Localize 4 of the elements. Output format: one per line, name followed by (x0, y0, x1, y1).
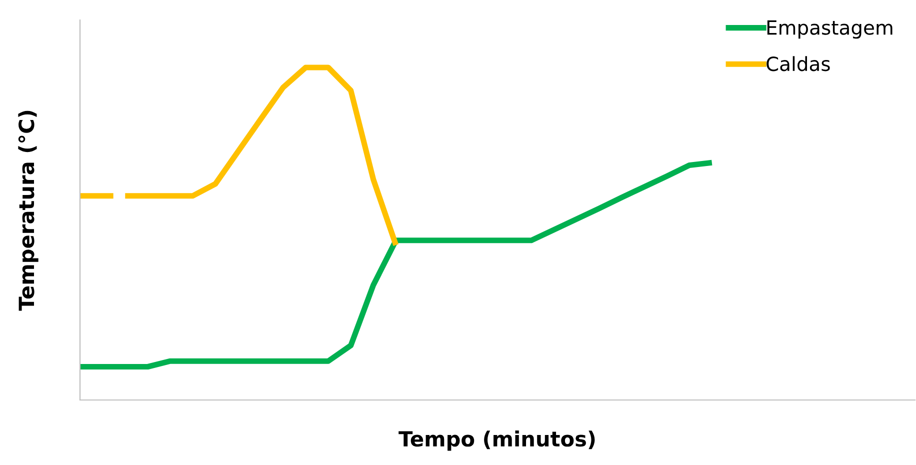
legend-label: Caldas (766, 56, 830, 72)
y-axis-title: Temperatura (°C) (18, 110, 38, 311)
x-axis-title: Tempo (minutos) (398, 430, 595, 451)
legend-label: Empastagem (767, 20, 892, 39)
